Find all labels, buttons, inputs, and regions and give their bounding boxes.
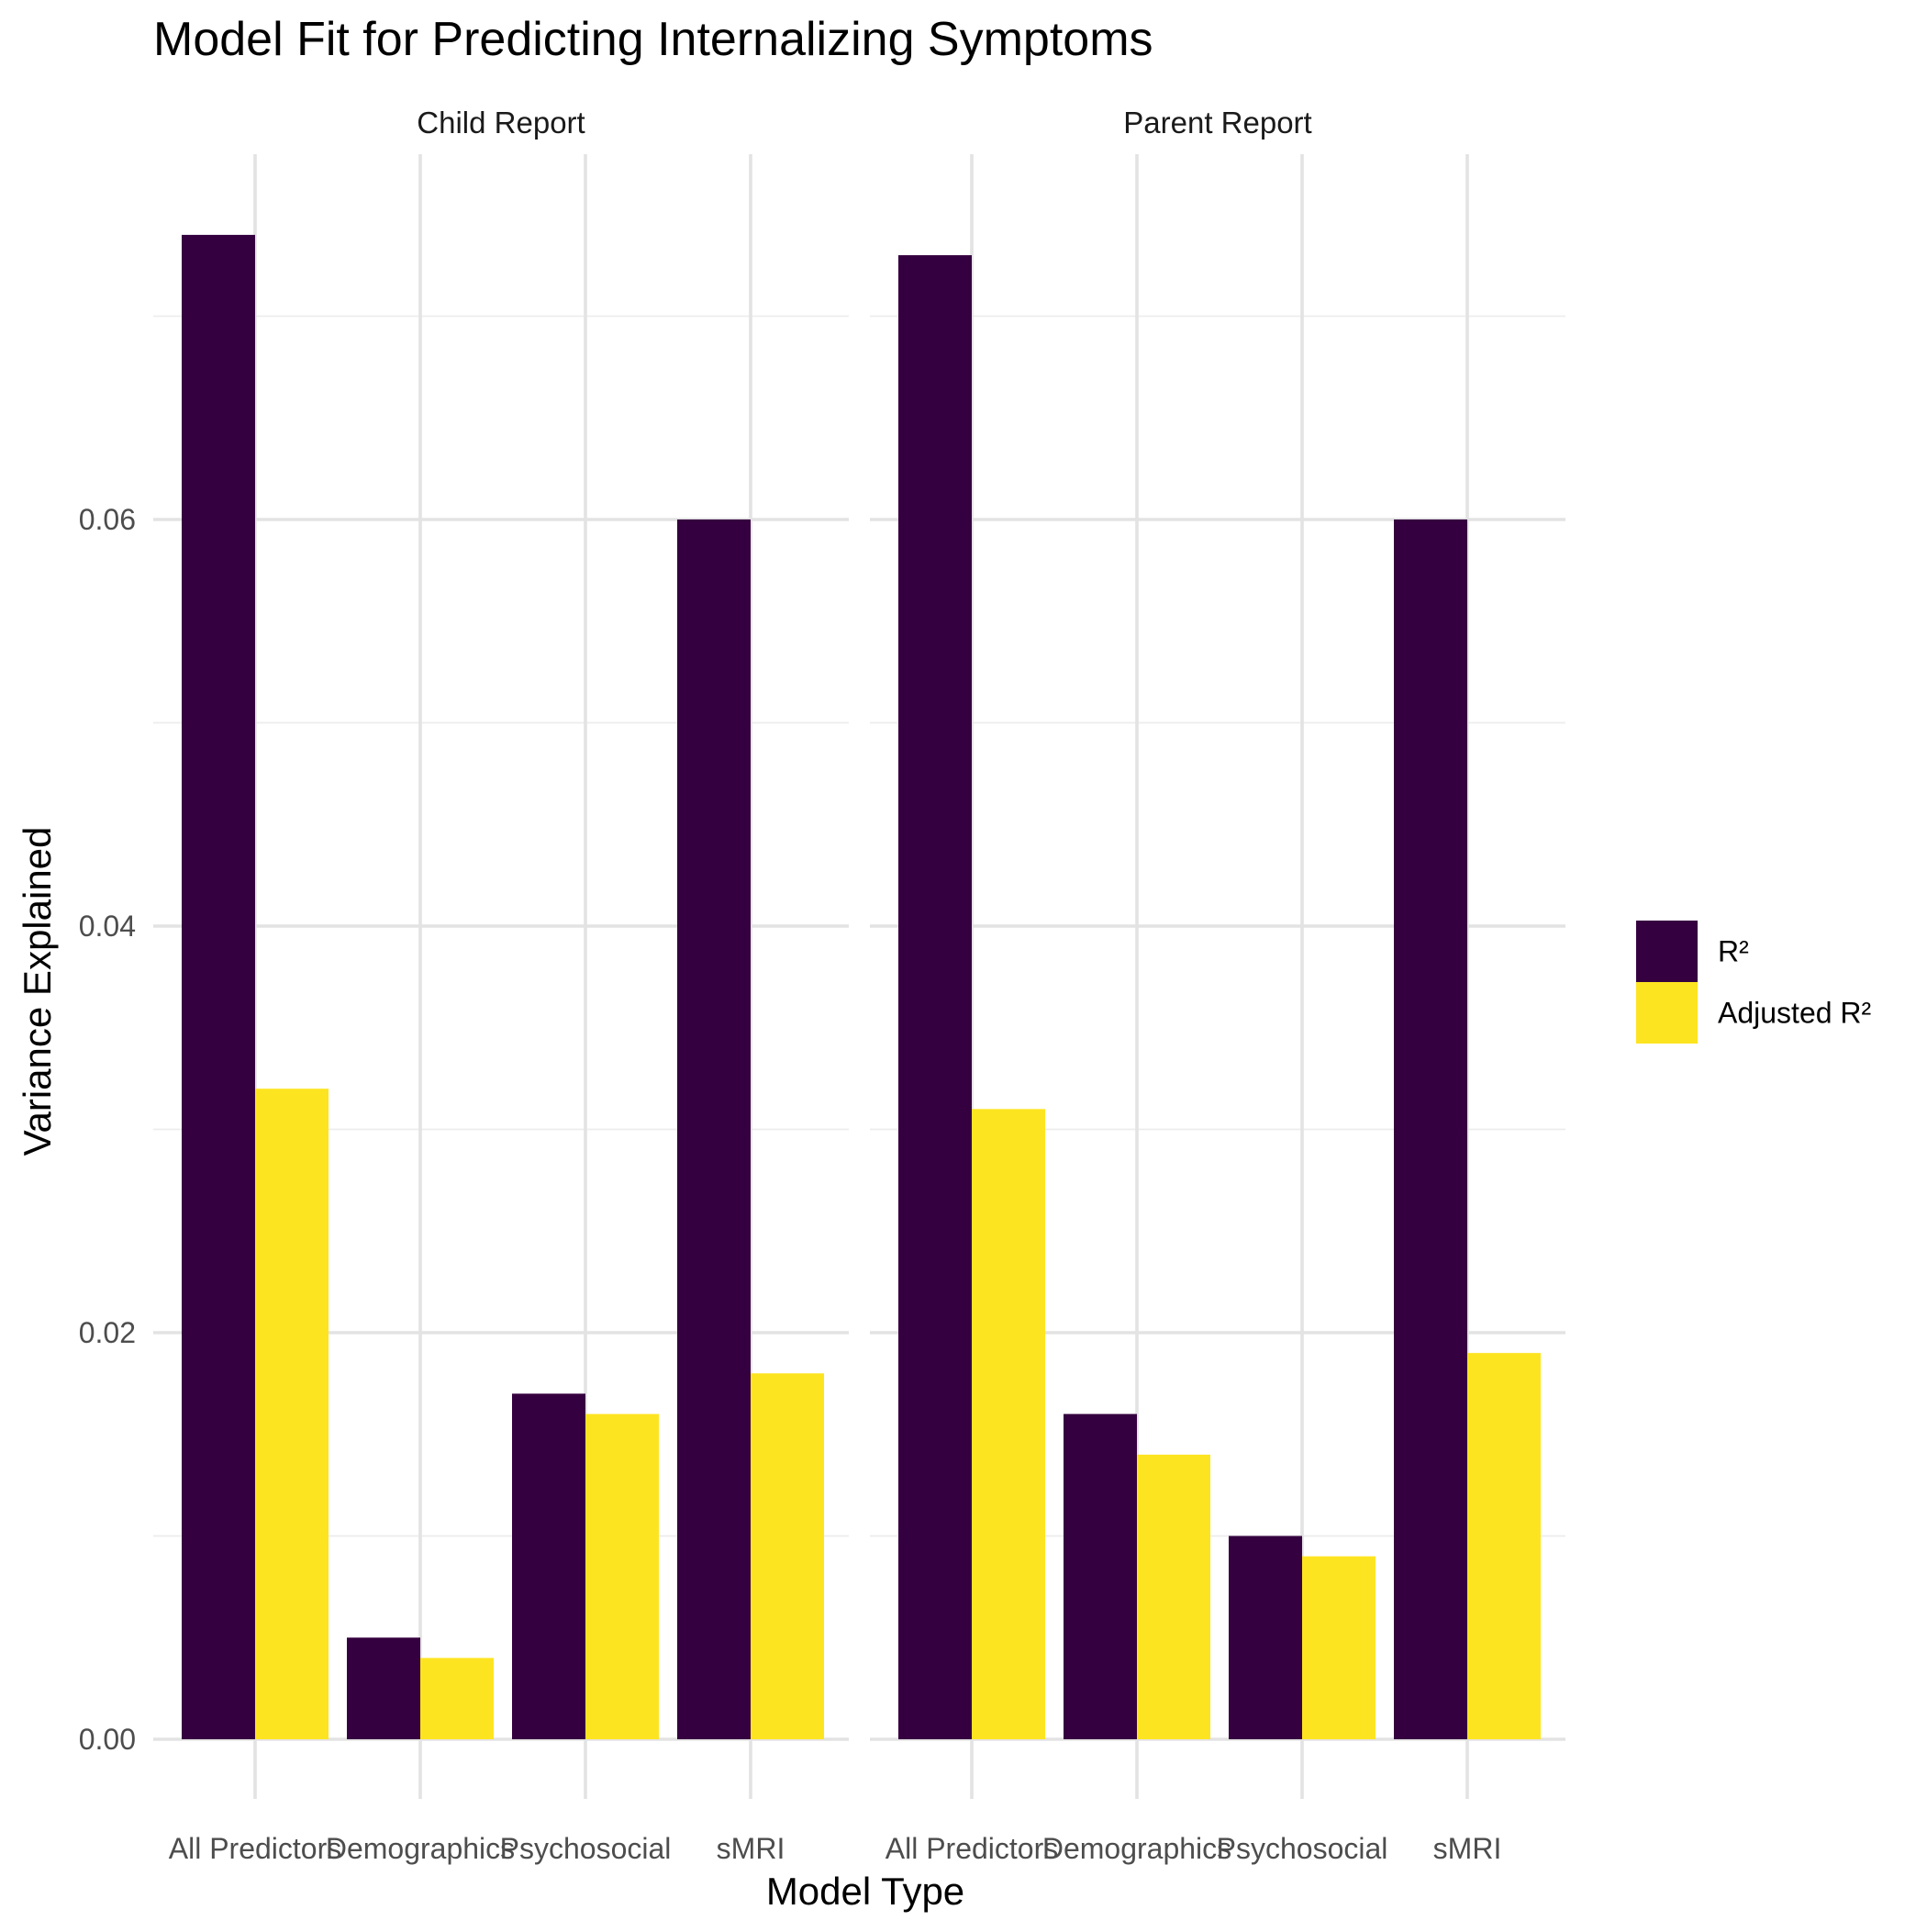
legend: R² Adjusted R² — [1636, 921, 1872, 1044]
bar — [585, 1413, 659, 1739]
bar — [898, 255, 972, 1739]
bar — [1302, 1556, 1376, 1739]
y-tick-label: 0.04 — [79, 910, 136, 943]
chart-title: Model Fit for Predicting Internalizing S… — [153, 13, 1153, 66]
bar — [347, 1637, 420, 1739]
bar — [1137, 1454, 1210, 1739]
legend-key — [1636, 921, 1698, 982]
facet-strip-label: Child Report — [417, 106, 585, 140]
x-tick-label: Demographics — [1042, 1832, 1231, 1865]
y-tick-label: 0.06 — [79, 503, 136, 536]
bar — [972, 1109, 1045, 1739]
x-tick-label: All Predictors — [169, 1832, 342, 1865]
x-tick-label: sMRI — [1433, 1832, 1502, 1865]
y-tick-label: 0.02 — [79, 1316, 136, 1349]
x-tick-label: Demographics — [326, 1832, 515, 1865]
x-tick-label: Psychosocial — [500, 1832, 672, 1865]
facet-panel: Child Report All PredictorsDemographicsPs… — [153, 106, 849, 1865]
legend-key — [1636, 982, 1698, 1044]
x-tick-label: All Predictors — [886, 1832, 1059, 1865]
bar — [512, 1393, 585, 1739]
y-tick-label: 0.00 — [79, 1723, 136, 1756]
bar — [751, 1373, 824, 1739]
x-tick-label: sMRI — [717, 1832, 785, 1865]
facet-strip-label: Parent Report — [1123, 106, 1311, 140]
bar — [1394, 519, 1467, 1739]
bar — [255, 1089, 329, 1739]
x-axis-title: Model Type — [766, 1870, 964, 1913]
legend-label: Adjusted R² — [1718, 997, 1872, 1030]
bar — [1064, 1413, 1137, 1739]
legend-label: R² — [1718, 935, 1749, 968]
bar — [677, 519, 751, 1739]
facet-panel: Parent Report All PredictorsDemographicsP… — [870, 106, 1565, 1865]
bar — [182, 234, 255, 1739]
y-axis-title: Variance Explained — [16, 827, 59, 1156]
bar — [1229, 1536, 1302, 1739]
bar — [420, 1658, 494, 1739]
x-tick-label: Psychosocial — [1217, 1832, 1388, 1865]
bar — [1467, 1353, 1541, 1739]
